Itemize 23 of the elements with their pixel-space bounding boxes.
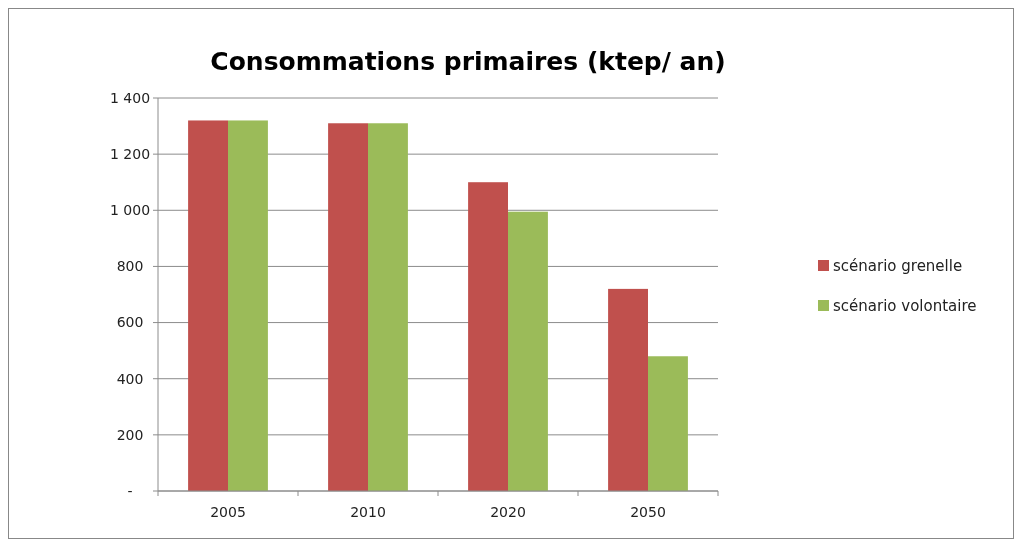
bar (468, 182, 508, 491)
x-tick-label: 2010 (350, 504, 386, 520)
x-tick-label: 2050 (630, 504, 666, 520)
bar (608, 288, 648, 491)
x-tick-label: 2020 (490, 504, 526, 520)
bar (648, 356, 688, 491)
x-tick-label: 2005 (210, 504, 246, 520)
y-tick-label: 400 (116, 370, 144, 387)
bar (188, 120, 228, 491)
y-tick-label: 200 (116, 426, 144, 443)
legend-label: scénario grenelle (833, 257, 963, 276)
bar (328, 123, 368, 491)
legend-label: scénario volontaire (833, 297, 977, 316)
y-tick-label: 800 (116, 258, 144, 275)
bar (368, 123, 408, 491)
bar (508, 211, 548, 491)
y-tick-label: 1 000 (109, 202, 151, 219)
y-tick-label: 600 (116, 314, 144, 331)
y-tick-label: 1 400 (109, 89, 151, 106)
chart-title: Consommations primaires (ktep/ an) (210, 47, 726, 76)
y-tick-label: 1 200 (109, 146, 151, 163)
y-tick-label: - (127, 482, 133, 499)
bar (228, 120, 268, 491)
